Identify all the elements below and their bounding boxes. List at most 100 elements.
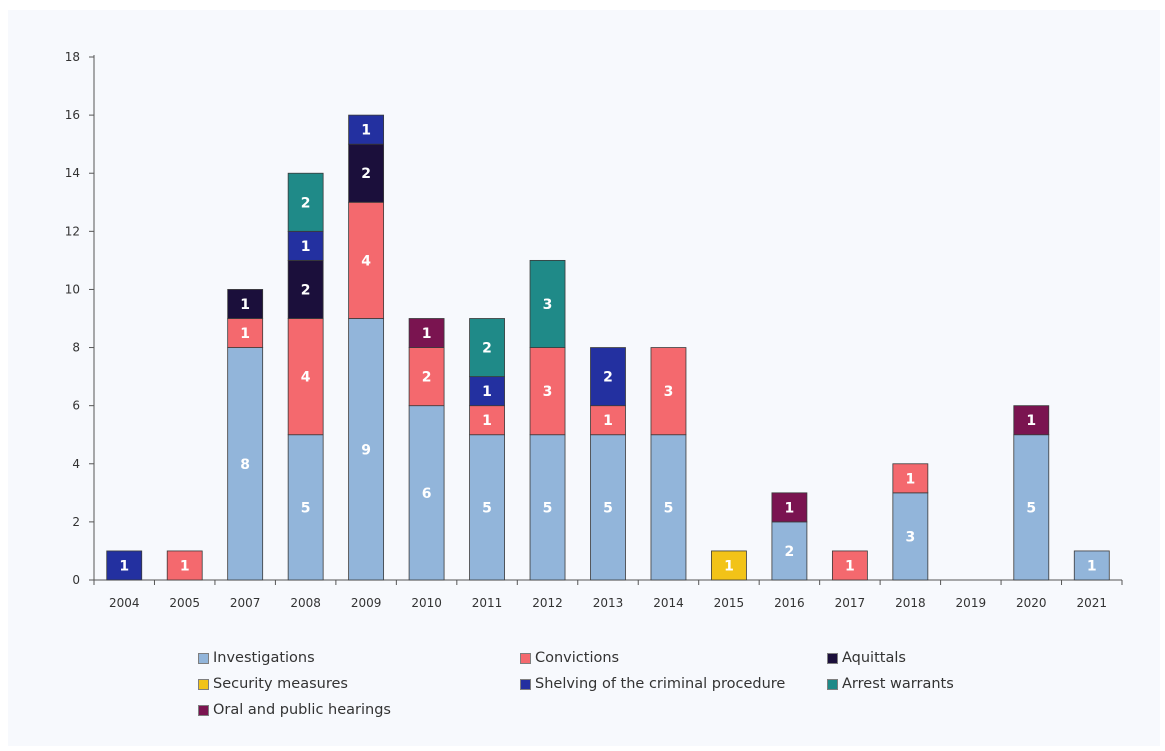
data-label: 1 <box>180 558 190 574</box>
y-tick-label: 14 <box>65 166 80 180</box>
bar-segment <box>469 318 505 378</box>
data-label: 1 <box>724 558 734 574</box>
bar-segment <box>287 172 324 232</box>
x-tick-label: 2019 <box>956 596 987 610</box>
data-label: 3 <box>664 384 674 400</box>
bar-segment <box>227 289 264 319</box>
bar-segment <box>771 521 808 581</box>
legend-swatch <box>827 678 838 690</box>
x-tick-label: 2009 <box>351 596 382 610</box>
data-label: 1 <box>361 123 371 139</box>
data-label: 5 <box>664 500 674 516</box>
bar-segment <box>106 550 143 581</box>
bar-segment <box>469 405 505 436</box>
bar-segment <box>469 376 505 407</box>
legend-item: Arrest warrants <box>827 676 1097 692</box>
data-label: 5 <box>482 500 492 516</box>
x-tick-label: 2004 <box>109 596 140 610</box>
chart-frame: 0 2 4 6 8 10 12 14 16 18 2004 1 2005 1 2007 8 1 1 2008 5 4 2 1… <box>8 10 1160 746</box>
x-tick-label: 2005 <box>169 596 200 610</box>
legend-swatch <box>520 652 531 664</box>
x-tick-label: 2011 <box>472 596 503 610</box>
bar-segment <box>166 550 203 581</box>
y-tick-label: 8 <box>72 341 80 355</box>
data-label: 3 <box>543 297 553 313</box>
legend-label: Arrest warrants <box>842 676 954 692</box>
legend-label: Aquittals <box>842 650 906 666</box>
data-label: 1 <box>301 239 311 255</box>
y-tick-label: 0 <box>72 573 80 587</box>
legend-item: Aquittals <box>827 650 1097 666</box>
x-tick-label: 2016 <box>774 596 805 610</box>
bar-segment <box>348 143 385 203</box>
data-label: 4 <box>361 253 371 269</box>
legend-label: Investigations <box>213 650 315 666</box>
legend-swatch <box>198 704 209 716</box>
legend-label: Convictions <box>535 650 620 666</box>
data-label: 1 <box>905 471 915 487</box>
data-label: 2 <box>603 370 613 386</box>
bar-segment <box>1013 434 1050 581</box>
bar-segment <box>831 550 868 581</box>
stacked-bar-chart: 0246810121416182004120051200781120085421… <box>65 50 1123 610</box>
data-label: 1 <box>1026 413 1036 429</box>
bar-segment <box>227 347 264 581</box>
data-label: 1 <box>482 413 492 429</box>
bar-segment <box>529 259 566 348</box>
y-tick-label: 4 <box>72 457 80 471</box>
data-label: 1 <box>785 500 795 516</box>
data-label: 1 <box>845 558 855 574</box>
bar-segment <box>1013 405 1050 436</box>
x-tick-label: 2012 <box>532 596 563 610</box>
bar-segment <box>650 347 687 436</box>
legend-label: Security measures <box>213 676 348 692</box>
data-label: 5 <box>603 500 613 516</box>
bar-segment <box>227 318 264 348</box>
bar-segment <box>348 114 385 145</box>
x-tick-label: 2013 <box>593 596 624 610</box>
y-tick-label: 18 <box>65 50 80 64</box>
data-label: 1 <box>482 384 492 400</box>
legend-item: Security measures <box>198 676 520 692</box>
data-label: 1 <box>240 297 250 313</box>
bar-segment <box>590 405 626 436</box>
bar-segment <box>1073 550 1110 581</box>
data-label: 6 <box>422 486 432 502</box>
legend-swatch <box>520 678 531 690</box>
bar-segment <box>287 230 324 261</box>
y-tick-label: 10 <box>65 282 80 296</box>
data-label: 9 <box>361 442 371 458</box>
data-label: 1 <box>240 326 250 342</box>
bar-segment <box>287 434 324 581</box>
x-tick-label: 2020 <box>1016 596 1047 610</box>
bar-segment <box>711 550 747 581</box>
y-tick-label: 6 <box>72 399 80 413</box>
data-label: 4 <box>301 370 311 386</box>
data-label: 2 <box>361 166 371 182</box>
x-tick-label: 2015 <box>714 596 745 610</box>
data-label: 8 <box>240 457 250 473</box>
data-label: 1 <box>422 326 432 342</box>
x-tick-label: 2014 <box>653 596 684 610</box>
data-label: 2 <box>422 370 432 386</box>
bar-segment <box>529 434 566 581</box>
legend: Investigations Convictions Aquittals Securi… <box>198 650 1098 718</box>
bar-segment <box>287 259 324 319</box>
x-tick-label: 2007 <box>230 596 261 610</box>
data-label: 2 <box>301 282 311 298</box>
data-label: 5 <box>1026 500 1036 516</box>
y-tick-label: 2 <box>72 515 80 529</box>
bar-segment <box>590 434 626 581</box>
data-label: 2 <box>482 341 492 357</box>
x-tick-label: 2018 <box>895 596 926 610</box>
bar-segment <box>771 492 808 523</box>
legend-item: Investigations <box>198 650 520 666</box>
data-label: 5 <box>301 500 311 516</box>
data-label: 3 <box>543 384 553 400</box>
bar-segment <box>892 492 929 581</box>
x-tick-label: 2017 <box>835 596 866 610</box>
data-label: 1 <box>603 413 613 429</box>
bar-segment <box>408 347 445 407</box>
bar-segment <box>469 434 505 581</box>
y-tick-label: 12 <box>65 224 80 238</box>
